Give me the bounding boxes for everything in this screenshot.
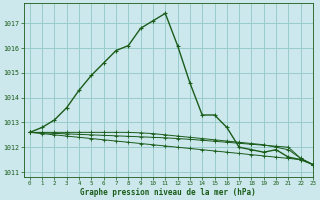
X-axis label: Graphe pression niveau de la mer (hPa): Graphe pression niveau de la mer (hPa) [80,188,256,197]
